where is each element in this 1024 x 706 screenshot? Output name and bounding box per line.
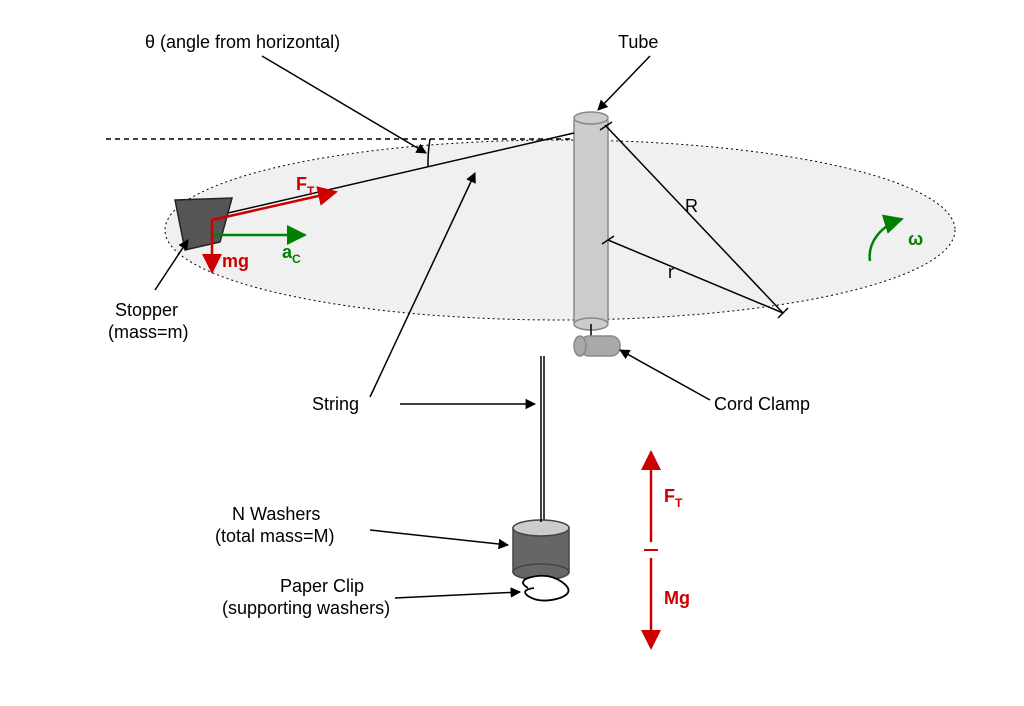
washers-l2: (total mass=M) xyxy=(215,526,335,546)
string-label: String xyxy=(312,394,359,414)
clamp-label: Cord Clamp xyxy=(714,394,810,414)
tube-top xyxy=(574,112,608,124)
ft-bot-label: FT xyxy=(664,486,683,510)
paper-clip xyxy=(523,576,569,601)
cord-clamp-end xyxy=(574,336,586,356)
rotation-ellipse xyxy=(165,140,955,320)
tube-body xyxy=(574,118,608,324)
mg-top-label: mg xyxy=(222,251,249,271)
clip-l2: (supporting washers) xyxy=(222,598,390,618)
washers-callout xyxy=(370,530,508,545)
stopper-callout xyxy=(155,240,188,290)
washers-top xyxy=(513,520,569,536)
stopper-l2: (mass=m) xyxy=(108,322,189,342)
washers-l1: N Washers xyxy=(232,504,320,524)
tube-label: Tube xyxy=(618,32,658,52)
stopper-l1: Stopper xyxy=(115,300,178,320)
clip-l1: Paper Clip xyxy=(280,576,364,596)
omega-label: ω xyxy=(908,229,923,249)
r-label: r xyxy=(668,262,674,282)
R-label: R xyxy=(685,196,698,216)
clamp-callout xyxy=(620,350,710,400)
theta-label: θ (angle from horizontal) xyxy=(145,32,340,52)
clip-callout xyxy=(395,592,520,598)
tube-callout xyxy=(598,56,650,110)
Mg-label: Mg xyxy=(664,588,690,608)
